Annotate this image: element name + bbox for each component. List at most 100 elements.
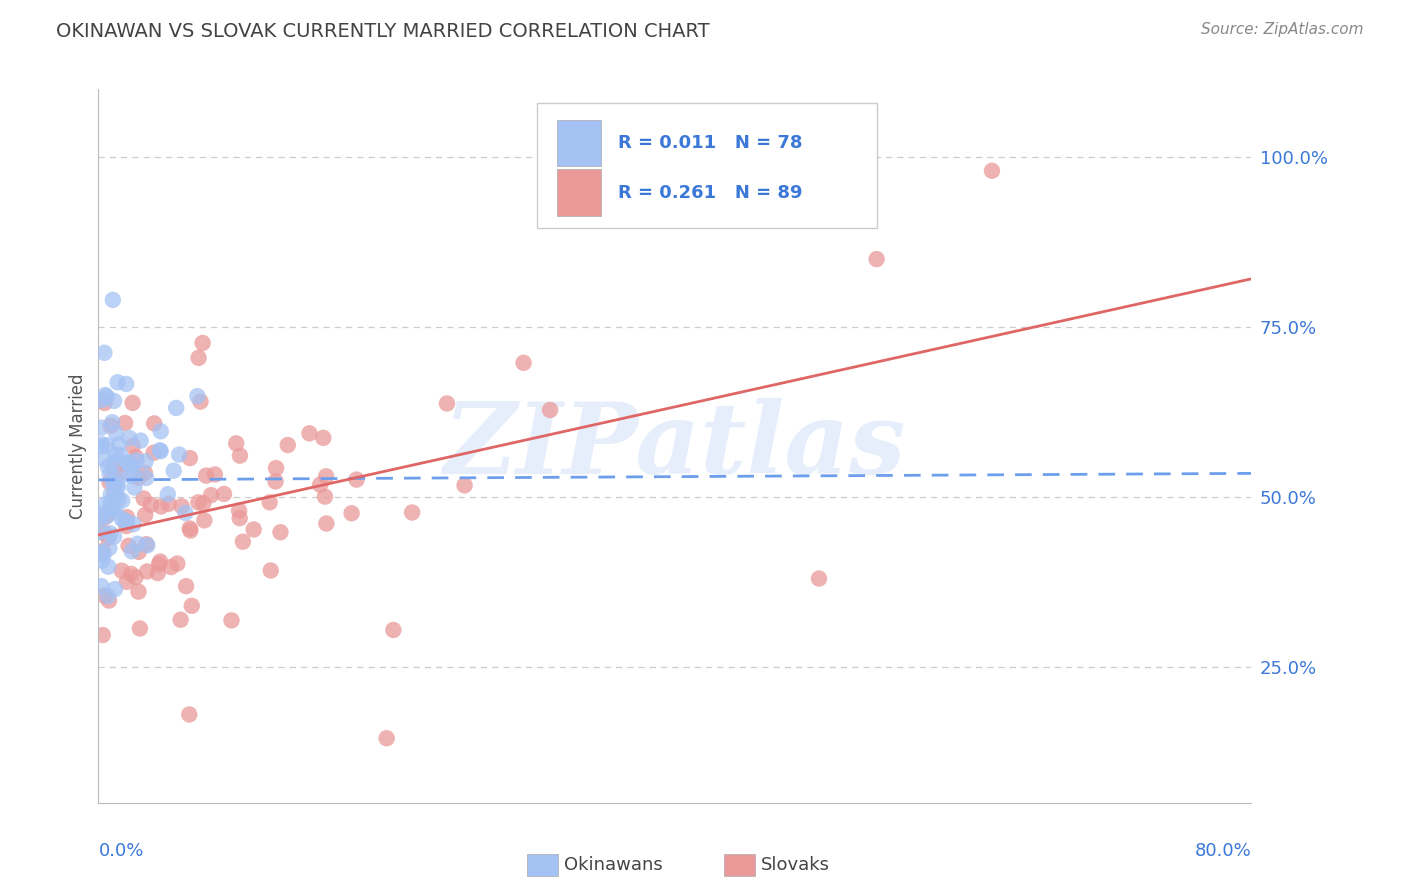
Point (170, 500, 193, 514)
Point (148, 558, 170, 572)
Point (115, 510, 138, 524)
Text: 80.0%: 80.0% (1195, 842, 1251, 860)
Point (107, 477, 129, 491)
Point (98, 541, 121, 555)
Point (111, 512, 134, 526)
Point (228, 503, 250, 517)
Point (115, 574, 138, 589)
Point (108, 437, 131, 451)
Point (101, 499, 124, 513)
Point (169, 613, 191, 627)
Point (129, 434, 152, 448)
Point (121, 544, 143, 558)
Point (91, 544, 114, 558)
Point (167, 448, 190, 462)
Point (94, 497, 117, 511)
Point (125, 450, 148, 465)
Point (108, 467, 131, 481)
Point (225, 436, 247, 450)
Point (115, 519, 138, 533)
Point (221, 614, 243, 628)
Text: R = 0.261   N = 89: R = 0.261 N = 89 (619, 184, 803, 202)
Point (103, 463, 125, 477)
Point (132, 491, 155, 506)
Point (191, 336, 214, 351)
Point (179, 451, 201, 466)
Point (104, 503, 127, 517)
Point (91, 437, 114, 451)
Point (375, 731, 398, 746)
Point (111, 564, 134, 578)
Point (94, 388, 117, 402)
Point (103, 530, 125, 544)
Point (110, 448, 132, 462)
Point (139, 498, 162, 512)
Point (93, 525, 115, 540)
Point (136, 565, 159, 579)
Point (124, 481, 146, 495)
Point (118, 431, 141, 445)
Point (127, 471, 149, 485)
Point (90, 510, 112, 524)
Point (866, 252, 889, 266)
Point (90, 525, 112, 540)
Point (187, 495, 209, 509)
Point (312, 431, 335, 445)
Point (186, 389, 208, 403)
Point (103, 487, 125, 501)
Point (346, 473, 368, 487)
Point (90, 545, 112, 559)
Text: ZIPatlas: ZIPatlas (444, 398, 905, 494)
Point (232, 534, 254, 549)
Point (160, 560, 183, 574)
Point (315, 469, 337, 483)
Point (96, 389, 118, 403)
Point (315, 516, 337, 531)
Point (134, 466, 156, 480)
Point (107, 481, 129, 495)
Point (120, 468, 142, 483)
Point (298, 426, 321, 441)
Point (117, 539, 139, 553)
Point (127, 537, 149, 551)
Text: OKINAWAN VS SLOVAK CURRENTLY MARRIED CORRELATION CHART: OKINAWAN VS SLOVAK CURRENTLY MARRIED COR… (56, 22, 710, 41)
Point (174, 579, 197, 593)
Point (97, 459, 120, 474)
Point (538, 403, 561, 417)
Point (105, 470, 128, 484)
Point (97, 531, 120, 545)
Point (103, 455, 125, 469)
Point (98, 506, 121, 520)
Point (309, 477, 332, 491)
Point (103, 493, 125, 508)
Point (114, 416, 136, 430)
Point (200, 488, 222, 502)
Point (90, 579, 112, 593)
Point (165, 401, 187, 415)
Point (179, 521, 201, 535)
Point (179, 524, 201, 538)
Point (101, 501, 124, 516)
Point (212, 487, 235, 501)
Point (107, 376, 129, 390)
Point (128, 584, 150, 599)
Point (156, 487, 179, 501)
Point (114, 514, 136, 528)
Point (157, 497, 180, 511)
Point (135, 537, 157, 551)
Point (228, 511, 250, 525)
Point (808, 572, 831, 586)
FancyBboxPatch shape (537, 103, 877, 228)
Point (100, 418, 122, 433)
Point (149, 443, 172, 458)
Point (98, 475, 121, 490)
Point (115, 376, 138, 391)
Point (101, 415, 124, 429)
Point (981, 163, 1004, 178)
Point (340, 506, 363, 520)
Point (100, 496, 122, 510)
Point (195, 468, 218, 483)
Point (93, 396, 115, 410)
Point (90, 420, 112, 434)
Point (143, 417, 166, 431)
